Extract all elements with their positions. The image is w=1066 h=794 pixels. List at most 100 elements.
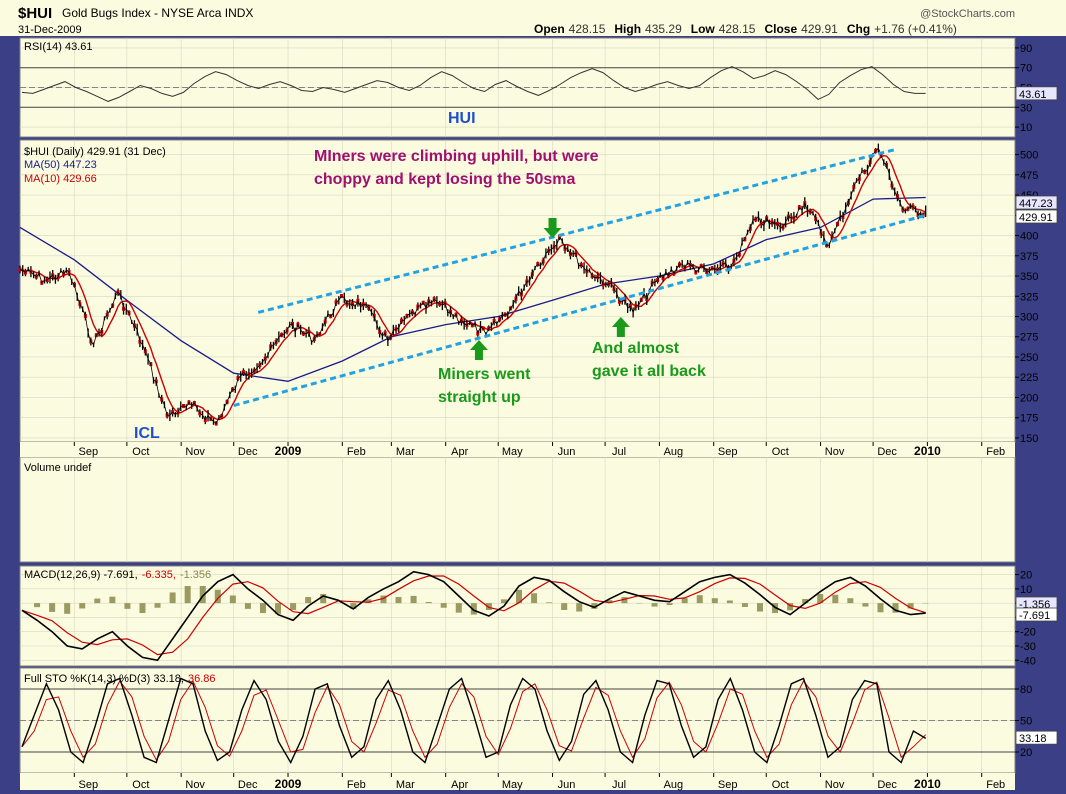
y-tick-label: 475 bbox=[1020, 170, 1038, 182]
sto-d-line bbox=[21, 680, 927, 761]
macd-line bbox=[21, 570, 926, 662]
macd-histogram-bar bbox=[34, 603, 41, 608]
macd-histogram-bar bbox=[275, 603, 282, 614]
macd-histogram-bar bbox=[802, 598, 809, 604]
macd-histogram-bar bbox=[184, 586, 191, 604]
x-tick-label: Feb bbox=[347, 446, 366, 458]
x-axes: Sep Oct Nov Dec 2009 Feb Mar Apr May Jun Jul Aug Sep… bbox=[73, 442, 1005, 791]
macd-histogram-bar bbox=[305, 597, 312, 604]
macd-histogram-bar bbox=[756, 603, 763, 612]
macd-histogram-bar bbox=[847, 598, 854, 604]
ma50-value-box: 447.23 bbox=[1019, 198, 1053, 210]
y-tick-label: 10 bbox=[1020, 122, 1032, 134]
x-tick-label: Sep bbox=[79, 779, 99, 791]
y-tick-label: -30 bbox=[1020, 641, 1036, 653]
ohlc-value: 435.29 bbox=[645, 22, 682, 36]
macd-histogram-bar bbox=[561, 603, 568, 610]
y-tick-label: 500 bbox=[1020, 150, 1038, 162]
y-tick-label: 200 bbox=[1020, 392, 1038, 404]
header: $HUI Gold Bugs Index - NYSE Arca INDX 31… bbox=[0, 0, 1066, 36]
ohlc-value: 429.91 bbox=[801, 22, 838, 36]
x-tick-label: Dec bbox=[238, 779, 258, 791]
rsi-line bbox=[21, 66, 926, 102]
macd-histogram-bar bbox=[290, 603, 297, 610]
x-tick-label: Oct bbox=[132, 446, 149, 458]
ohlc-label: High bbox=[614, 22, 641, 36]
x-tick-label: Nov bbox=[825, 779, 845, 791]
source-label: @StockCharts.com bbox=[920, 8, 1015, 20]
x-tick-label: Nov bbox=[185, 779, 205, 791]
y-tick-label: 300 bbox=[1020, 312, 1038, 324]
y-tick-label: 80 bbox=[1020, 684, 1032, 696]
macd-histogram-bar bbox=[621, 597, 628, 604]
macd-histogram-bar bbox=[591, 603, 598, 609]
macd-histogram-bar bbox=[49, 603, 56, 612]
x-tick-label: 2009 bbox=[275, 444, 302, 458]
x-tick-label: Apr bbox=[451, 446, 468, 458]
y-tick-label: 375 bbox=[1020, 251, 1038, 263]
sto-x-axis-strip bbox=[20, 773, 1015, 790]
hui-watermark: HUI bbox=[448, 110, 476, 127]
x-tick-label: May bbox=[502, 446, 523, 458]
annotation-text: ICL bbox=[134, 425, 160, 442]
macd-histogram-bar bbox=[199, 586, 206, 604]
y-tick-label: -20 bbox=[1020, 627, 1036, 639]
macd-histogram-bar bbox=[470, 603, 477, 615]
index-name: Gold Bugs Index - NYSE Arca INDX bbox=[62, 6, 253, 20]
macd-value-box: -7.691 bbox=[1019, 610, 1050, 622]
ohlc-value: 428.15 bbox=[569, 22, 606, 36]
macd-histogram-bar bbox=[546, 602, 553, 604]
x-tick-label: Oct bbox=[772, 446, 789, 458]
volume-panel-bg bbox=[19, 456, 1016, 563]
y-tick-label: 30 bbox=[1020, 102, 1032, 114]
y-tick-label: -40 bbox=[1020, 655, 1036, 667]
macd-panel-bg bbox=[19, 565, 1016, 667]
macd-histogram-bar bbox=[320, 594, 327, 604]
x-tick-label: Feb bbox=[347, 779, 366, 791]
price-panel: 5004754504254003753503253002752502252001… bbox=[18, 143, 1058, 445]
y-tick-label: 225 bbox=[1020, 372, 1038, 384]
macd-histogram-bar bbox=[350, 603, 357, 609]
ohlc-value: +1.76 (+0.41%) bbox=[874, 22, 957, 36]
sto-panel: 80 50 20 Full STO %K(14,3) %D(3) 33.18, 36.8… bbox=[20, 673, 1058, 765]
ohlc-label: Close bbox=[764, 22, 797, 36]
macd-histogram-bar bbox=[440, 603, 447, 608]
macd-histogram-bar bbox=[214, 589, 221, 604]
rsi-value-box: 43.61 bbox=[1019, 89, 1047, 101]
price-line bbox=[19, 147, 927, 425]
annotation-text: gave it all back bbox=[592, 363, 706, 380]
volume-label: Volume undef bbox=[24, 462, 92, 474]
annotation-text: Miners went bbox=[438, 366, 531, 383]
y-tick-label: 325 bbox=[1020, 291, 1038, 303]
macd-histogram-bar bbox=[892, 603, 899, 613]
x-tick-label: Mar bbox=[396, 446, 415, 458]
macd-histogram-bar bbox=[395, 597, 402, 604]
x-tick-label: 2009 bbox=[275, 777, 302, 791]
rsi-value-box-bg bbox=[1015, 86, 1058, 101]
macd-histogram-bar bbox=[787, 603, 794, 611]
annotation-text: MIners were climbing uphill, but were bbox=[314, 148, 599, 165]
y-tick-label: 50 bbox=[1020, 716, 1032, 728]
x-tick-label: Oct bbox=[132, 779, 149, 791]
macd-histogram-bar bbox=[154, 603, 161, 608]
up-arrow-icon bbox=[469, 340, 488, 360]
x-tick-label: 2010 bbox=[914, 444, 941, 458]
ohlc-summary: Open 428.15 High 435.29 Low 428.15 Close 429.91… bbox=[534, 22, 957, 36]
close-value-box-bg bbox=[1015, 209, 1058, 224]
macd-histogram-bar bbox=[455, 603, 462, 613]
macd-histogram-bar bbox=[244, 603, 251, 609]
y-tick-label: 350 bbox=[1020, 271, 1038, 283]
sto-d-label: 36.86 bbox=[188, 673, 216, 685]
macd-histogram-bar bbox=[741, 603, 748, 607]
up-arrow-shape bbox=[469, 340, 488, 360]
price-panel-label: $HUI (Daily) 429.91 (31 Dec) bbox=[24, 146, 166, 158]
macd-histogram-bar bbox=[711, 598, 718, 604]
x-tick-label: Jul bbox=[612, 779, 626, 791]
symbol-title: $HUI bbox=[18, 5, 52, 22]
macd-histogram-bar bbox=[877, 603, 884, 613]
macd-histogram-bar bbox=[94, 598, 101, 604]
x-tick-label: Jun bbox=[558, 446, 576, 458]
macd-histogram-bar bbox=[817, 594, 824, 604]
